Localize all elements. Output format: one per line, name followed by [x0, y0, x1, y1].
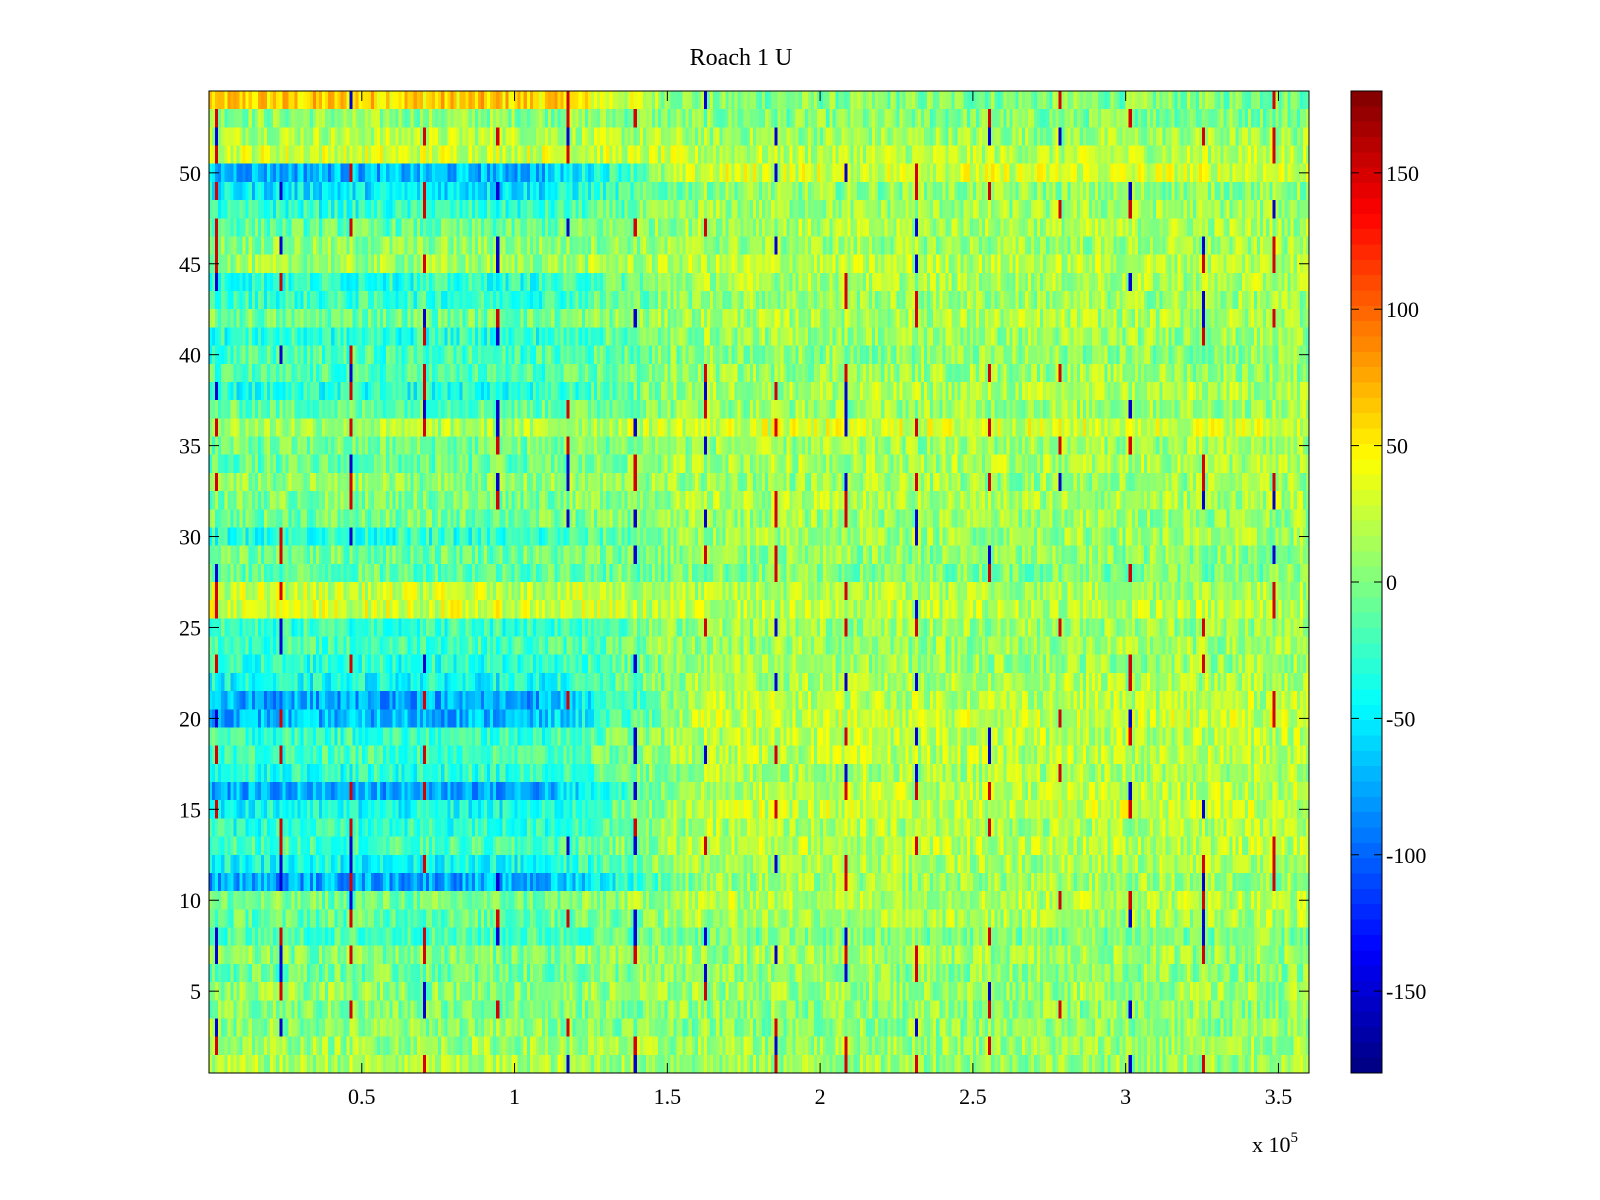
- y-tick-label: 45: [179, 252, 201, 277]
- heatmap-cells: [209, 91, 1309, 1073]
- x-tick-label: 3: [1120, 1084, 1131, 1109]
- x-tick-label: 0.5: [348, 1084, 376, 1109]
- y-tick-label: 20: [179, 706, 201, 731]
- y-tick-label: 35: [179, 434, 201, 459]
- colorbar-tick-label: 100: [1386, 297, 1419, 322]
- y-tick-label: 15: [179, 797, 201, 822]
- x-axis-exponent: x 105: [1252, 1130, 1298, 1157]
- colorbar-tick-label: 0: [1386, 570, 1397, 595]
- x-axis: 0.5 1 1.5 2 2.5 3 3.5: [348, 91, 1292, 1109]
- x-tick-label: 1: [509, 1084, 520, 1109]
- colorbar-tick-label: -100: [1386, 843, 1426, 868]
- plot-frame: [208, 90, 1310, 1074]
- x-tick-label: 1.5: [654, 1084, 682, 1109]
- x-tick-label: 2.5: [959, 1084, 987, 1109]
- y-tick-label: 50: [179, 161, 201, 186]
- colorbar-axis: 150 100 50 0 -50 -100 -150: [1351, 161, 1426, 1004]
- y-tick-label: 5: [190, 979, 201, 1004]
- y-tick-label: 25: [179, 615, 201, 640]
- x-tick-label: 3.5: [1265, 1084, 1293, 1109]
- y-tick-label: 10: [179, 888, 201, 913]
- colorbar-tick-label: -50: [1386, 706, 1415, 731]
- y-tick-label: 40: [179, 343, 201, 368]
- colorbar-tick-label: 150: [1386, 161, 1419, 186]
- colorbar-tick-label: -150: [1386, 979, 1426, 1004]
- chart-title: Roach 1 U: [690, 45, 793, 71]
- x-exponent-base: x 10: [1252, 1132, 1291, 1157]
- x-tick-label: 2: [815, 1084, 826, 1109]
- x-exponent-power: 5: [1291, 1130, 1299, 1146]
- y-tick-label: 30: [179, 525, 201, 550]
- colorbar-tick-label: 50: [1386, 434, 1408, 459]
- y-axis: 5 10 15 20 25 30 35 40 45 50: [179, 161, 1309, 1004]
